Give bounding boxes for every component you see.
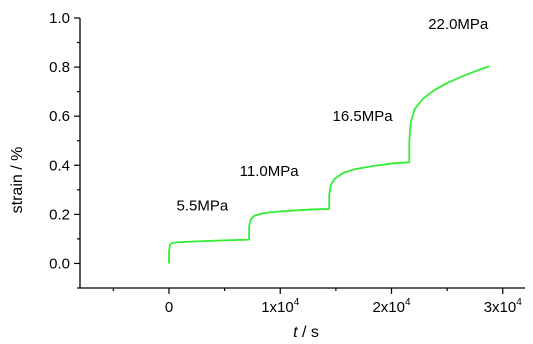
y-tick-label: 0.4	[49, 157, 70, 174]
x-tick-label: 0	[165, 299, 173, 316]
x-axis-label: t / s	[293, 324, 319, 341]
annotations-layer: 5.5MPa 11.0MPa 16.5MPa 22.0MPa	[177, 16, 489, 214]
stress-level-label: 11.0MPa	[240, 163, 300, 180]
stress-level-label: 16.5MPa	[333, 108, 394, 125]
x-tick-label: 3x104	[484, 297, 523, 316]
strain-curve	[168, 65, 490, 264]
y-tick-label: 0.0	[49, 255, 70, 272]
series-layer	[168, 65, 490, 264]
stress-level-label: 5.5MPa	[177, 197, 229, 214]
x-tick-label: 2x104	[372, 297, 411, 316]
y-tick-label: 0.2	[49, 206, 70, 223]
y-axis: 0.0 0.2 0.4 0.6 0.8 1.0	[49, 10, 81, 289]
y-tick-label: 0.8	[49, 59, 70, 76]
y-axis-label: strain / %	[9, 147, 26, 214]
y-tick-label: 1.0	[49, 10, 70, 27]
y-tick-label: 0.6	[49, 108, 70, 125]
stress-level-label: 22.0MPa	[428, 16, 489, 33]
x-tick-label: 1x104	[261, 297, 300, 316]
x-axis: 0 1x104 2x104 3x104	[80, 287, 525, 316]
